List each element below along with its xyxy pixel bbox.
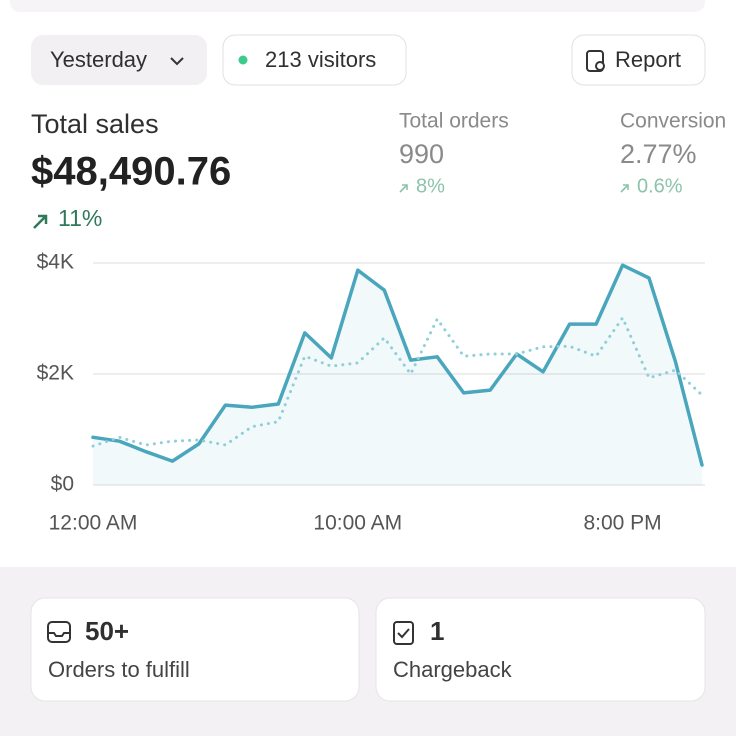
card-bg [375,597,706,702]
card-label: Orders to fulfill [48,657,190,682]
up-arrow-icon [33,214,48,229]
metric-change: 0.6% [637,175,683,197]
button-bg [222,34,407,86]
report-icon [586,50,604,72]
orders-card[interactable]: 50+ Orders to fulfill [30,597,360,702]
x-tick-label: 10:00 AM [313,512,402,535]
y-tick-label: $0 [51,473,74,496]
metric-label: Conversion [620,110,726,133]
series-area [93,265,702,485]
report-button[interactable]: Report [571,34,706,86]
chargeback-card[interactable]: 1 Chargeback [375,597,706,702]
chevron-icon [170,57,184,66]
visitors-text: 213 visitors [265,47,376,72]
live-dot [238,55,248,65]
metric-value: 2.77% [620,139,697,169]
metric-value: 990 [399,139,444,169]
period-button[interactable]: Yesterday [31,35,207,85]
card-label: Chargeback [393,657,513,682]
button-bg [31,35,207,85]
visitors-button[interactable]: 213 visitors [222,34,407,86]
sales-chart: $0 $2K $4K 12:00 AM 10:00 AM 8:00 PM [37,251,705,535]
period-text: Yesterday [50,47,147,72]
x-tick-label: 8:00 PM [583,512,661,535]
metric-label: Total orders [399,110,509,133]
metric-change: 11% [58,205,102,231]
up-arrow-icon [399,184,408,193]
y-tick-label: $4K [37,251,74,274]
clipboard-icon [393,621,414,645]
x-tick-label: 12:00 AM [49,512,138,535]
report-icon-lens [595,61,605,71]
top-card [10,0,705,12]
card-value: 1 [430,616,444,646]
card-value: 50+ [85,616,129,646]
metric-change: 8% [416,175,445,197]
y-tick-label: $2K [37,362,74,385]
metric-value: $48,490.76 [31,150,231,194]
card-bg [30,597,360,702]
report-text: Report [615,47,681,72]
inbox-icon-tray [48,632,70,637]
metric-label: Total sales [31,109,159,139]
up-arrow-icon [620,184,629,193]
button-bg [571,34,706,86]
series-line [91,263,704,467]
clipboard-check [397,628,410,639]
